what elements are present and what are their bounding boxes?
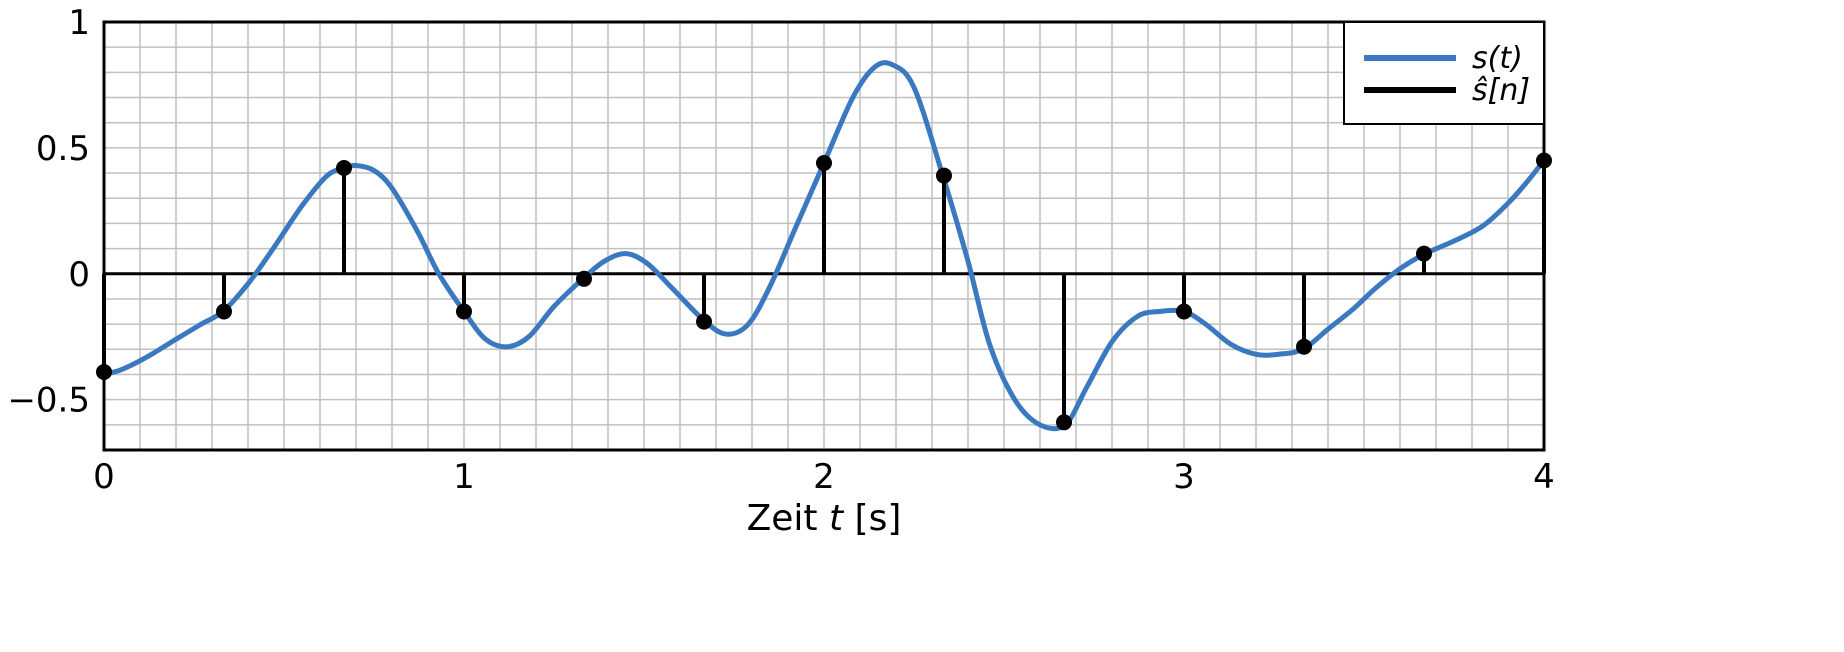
stem-marker: [816, 154, 832, 171]
stem-marker: [1056, 414, 1073, 431]
y-tick-label: 1: [68, 3, 90, 43]
stem-marker: [456, 303, 472, 320]
x-tick-label: 2: [813, 457, 835, 497]
x-axis-title: Zeit t [s]: [747, 498, 902, 539]
legend: s(t) ŝ[n]: [1343, 21, 1545, 125]
y-tick-label: 0: [68, 255, 90, 295]
y-tick-label: −0.5: [7, 381, 90, 421]
stem-marker: [1416, 245, 1433, 262]
x-axis-title-unit: [s]: [855, 498, 902, 539]
stem-marker: [215, 303, 232, 320]
stem-marker: [575, 270, 592, 287]
axis-ticks: 0 1 2 3 4−0.500.51: [7, 3, 1554, 497]
x-axis-title-var: t: [829, 498, 845, 539]
stem-marker: [696, 313, 713, 330]
legend-box: [1343, 21, 1545, 125]
x-tick-label: 4: [1533, 457, 1555, 497]
x-tick-label: 0: [93, 457, 115, 497]
x-tick-label: 3: [1173, 457, 1195, 497]
legend-label-s-hat-n: ŝ[n]: [1472, 73, 1530, 108]
plot-frame: [102, 20, 1546, 452]
legend-label-s-t: s(t): [1472, 41, 1523, 76]
x-tick-label: 1: [453, 457, 475, 497]
y-tick-label: 0.5: [36, 129, 90, 169]
stem-marker: [336, 160, 353, 177]
stem-marker: [1295, 338, 1312, 355]
x-axis-title-label: Zeit: [747, 498, 818, 539]
stem-marker: [1176, 303, 1192, 320]
stem-marker: [935, 167, 952, 184]
